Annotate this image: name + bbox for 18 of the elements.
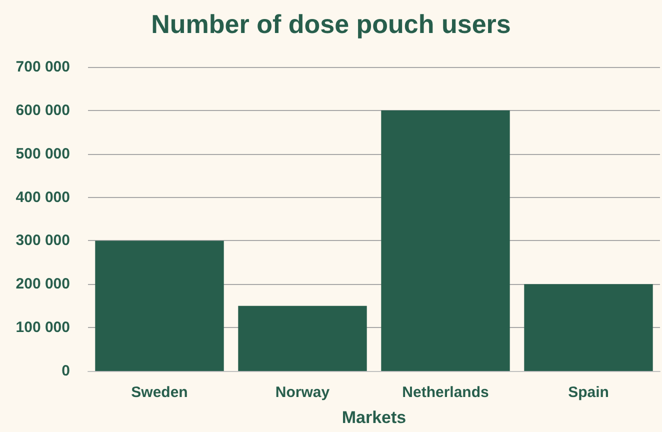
bar [238,306,367,371]
y-tick-label: 700 000 [16,58,70,76]
chart-title: Number of dose pouch users [151,9,511,39]
y-tick-label: 500 000 [16,145,70,162]
bar [381,110,510,371]
y-tick-label: 400 000 [16,188,70,206]
y-tick-label: 600 000 [16,102,70,119]
bar [524,284,653,371]
x-tick-label: Netherlands [402,384,489,401]
x-tick-label: Spain [568,384,609,401]
y-tick-label: 300 000 [16,232,70,250]
x-tick-label: Sweden [131,384,188,401]
y-tick-label: 100 000 [16,319,70,336]
x-tick-label: Norway [275,384,330,401]
y-tick-label: 200 000 [16,276,70,293]
y-tick-label: 0 [62,362,70,380]
bar [95,240,224,371]
x-axis-title: Markets [342,408,406,427]
